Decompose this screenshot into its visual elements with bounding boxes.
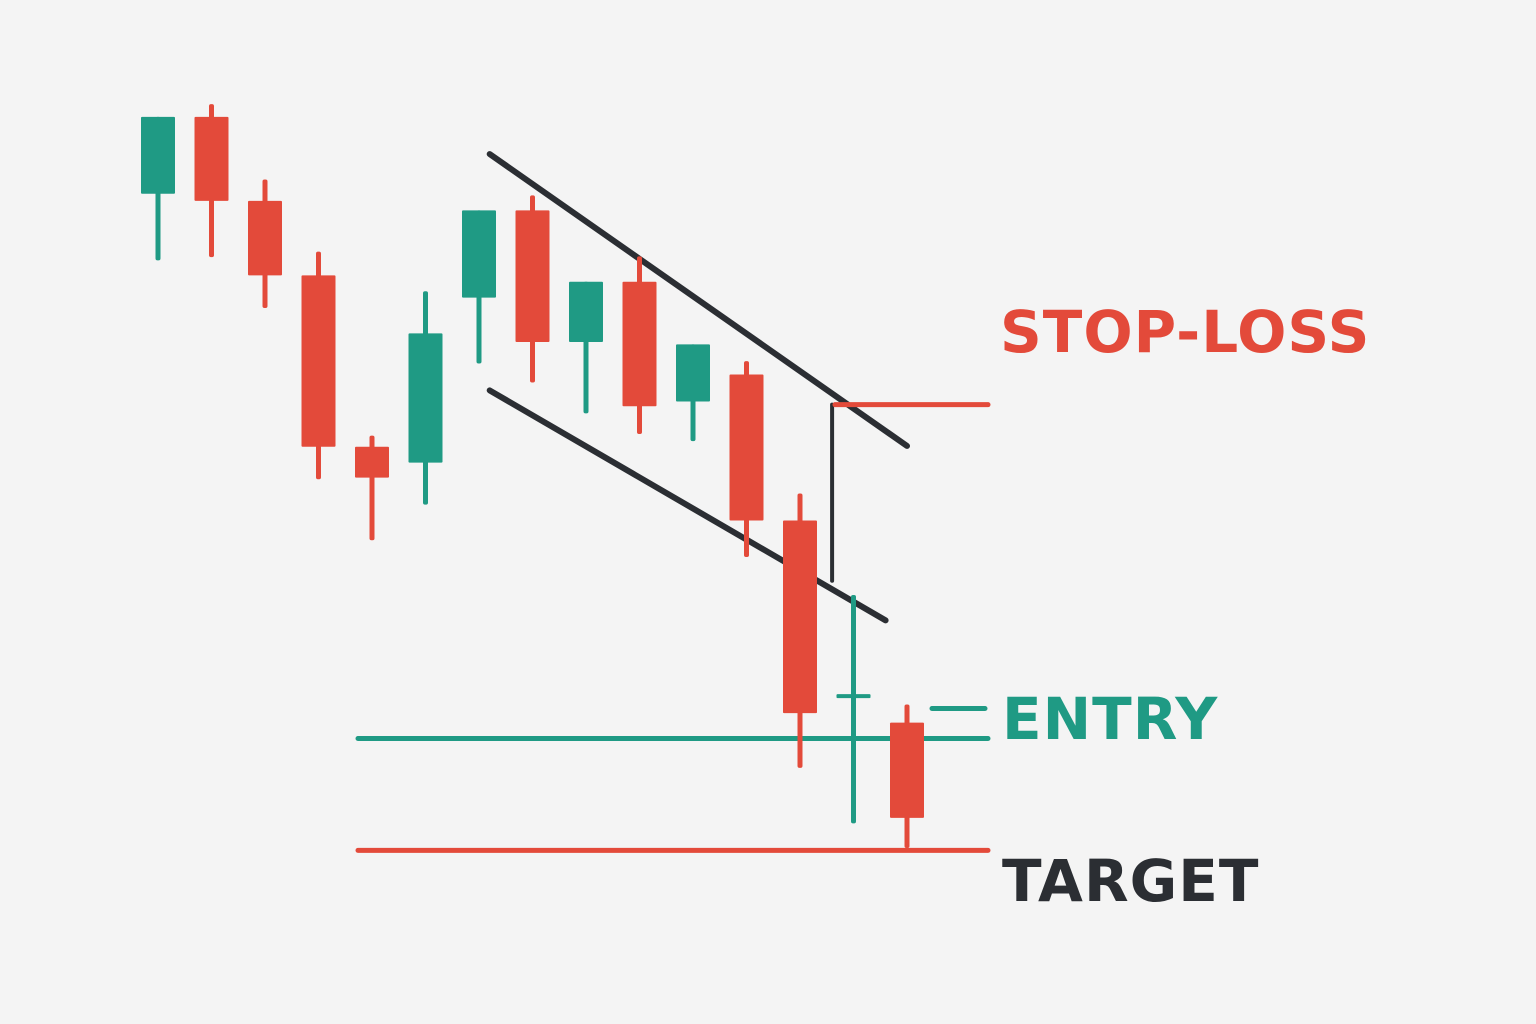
candle-10 [622,256,657,435]
candles-layer [141,104,924,848]
candle-7 [462,210,496,364]
candle-wick [851,595,856,824]
candle-6 [408,291,443,505]
candle-12 [729,361,764,557]
label-stop-loss: STOP-LOSS [1000,298,1370,366]
candle-9 [569,281,603,414]
candle-11 [676,344,710,442]
trendline-flag-lower [486,387,889,624]
label-entry: ENTRY [1002,685,1218,753]
candle-body [462,210,496,298]
candle-body [248,200,282,276]
candle-body [569,281,603,343]
trendline-flag-upper [486,151,910,449]
candle-body [515,210,550,343]
labels-layer: STOP-LOSS ENTRY TARGET [1000,298,1370,915]
candle-8 [515,195,550,383]
candle-body [783,520,817,714]
candle-4 [301,251,336,480]
candle-body [408,333,443,463]
candle-1 [141,116,175,261]
candle-14 [836,595,871,824]
candle-body [355,446,389,478]
candle-body [141,116,175,194]
candle-body [622,281,657,407]
candle-2 [194,104,229,258]
label-target: TARGET [1002,847,1259,915]
candle-body [729,374,764,521]
candle-body [836,694,871,699]
candle-body [890,722,924,818]
levels-layer [355,402,991,853]
candle-body [301,275,336,447]
candle-13 [783,493,817,768]
candle-body [194,116,229,201]
candle-15 [890,704,924,848]
candle-3 [248,179,282,308]
candle-body [676,344,710,402]
trendlines-layer [486,151,910,624]
candle-5 [355,435,389,541]
